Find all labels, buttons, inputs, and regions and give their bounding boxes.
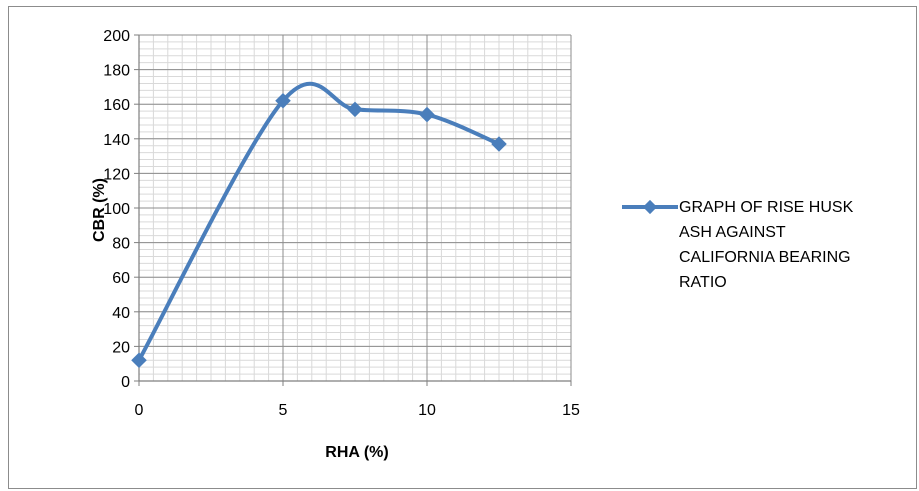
x-tick-label: 0 — [135, 402, 144, 419]
y-tick-label: 100 — [103, 201, 130, 218]
data-point-marker — [491, 136, 507, 152]
tick-labels: 0 20 40 60 80 100 120 140 160 180 200 0 5 10 15 — [103, 28, 580, 419]
legend-label-line: ASH AGAINST — [679, 224, 786, 241]
x-tick-label: 10 — [418, 402, 436, 419]
y-tick-label: 180 — [103, 63, 130, 80]
legend-label: GRAPH OF RISE HUSK ASH AGAINST CALIFORNIA … — [679, 199, 854, 291]
data-point-marker — [419, 106, 435, 123]
y-tick-label: 0 — [121, 374, 130, 391]
y-tick-label: 200 — [103, 28, 130, 45]
legend-marker-swatch — [642, 199, 658, 215]
y-tick-label: 160 — [103, 97, 130, 114]
chart-frame — [8, 6, 917, 489]
axes — [134, 34, 572, 386]
legend-label-line: RATIO — [679, 274, 727, 291]
legend: GRAPH OF RISE HUSK ASH AGAINST CALIFORNIA … — [622, 199, 854, 291]
y-tick-label: 120 — [103, 166, 130, 183]
y-tick-label: 140 — [103, 132, 130, 149]
y-tick-label: 60 — [112, 270, 130, 287]
y-tick-label: 40 — [112, 305, 130, 322]
y-axis-title: CBR (%) — [91, 178, 108, 242]
x-axis-title: RHA (%) — [325, 444, 388, 461]
y-tick-label: 20 — [112, 339, 130, 356]
legend-label-line: GRAPH OF RISE HUSK — [679, 199, 854, 216]
legend-label-line: CALIFORNIA BEARING — [679, 249, 851, 266]
data-point-marker — [131, 352, 147, 369]
x-tick-label: 5 — [279, 402, 288, 419]
series — [131, 81, 507, 369]
y-tick-label: 80 — [112, 236, 130, 253]
x-tick-label: 15 — [562, 402, 580, 419]
grid — [138, 34, 572, 382]
